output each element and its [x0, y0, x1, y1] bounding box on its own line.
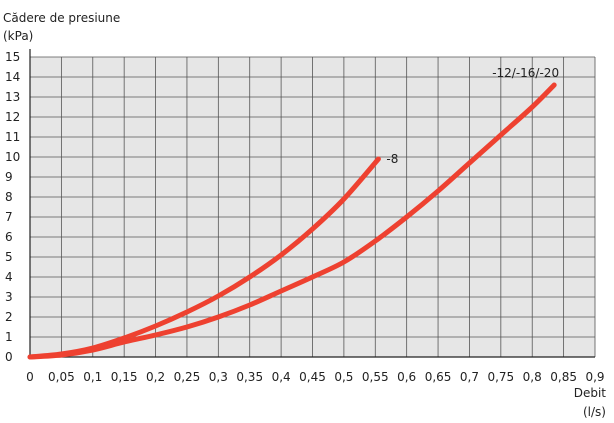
- series-labels: -8 -12/-16/-20: [386, 66, 559, 166]
- x-tick-label: 0,5: [334, 370, 353, 384]
- y-tick-label: 14: [5, 70, 20, 84]
- x-axis-label-line1: Debit: [574, 386, 607, 400]
- y-axis-label-line2: (kPa): [3, 29, 33, 43]
- x-tick-label: 0,7: [460, 370, 479, 384]
- x-tick-label: 0,15: [111, 370, 138, 384]
- series-label-1: -8: [386, 152, 398, 166]
- x-tick-label: 0,1: [83, 370, 102, 384]
- x-axis-label-line2: (l/s): [583, 405, 606, 419]
- y-tick-label: 3: [5, 290, 13, 304]
- y-tick-label: 0: [5, 350, 13, 364]
- series-label-2: -12/-16/-20: [492, 66, 559, 80]
- y-tick-label: 2: [5, 310, 13, 324]
- y-tick-label: 6: [5, 230, 13, 244]
- y-tick-label: 5: [5, 250, 13, 264]
- x-tick-label: 0,55: [362, 370, 389, 384]
- y-tick-label: 1: [5, 330, 13, 344]
- y-tick-label: 8: [5, 190, 13, 204]
- x-tick-label: 0,25: [174, 370, 201, 384]
- y-tick-label: 13: [5, 90, 20, 104]
- x-tick-label: 0,2: [146, 370, 165, 384]
- y-tick-label: 12: [5, 110, 20, 124]
- axes: [29, 49, 595, 358]
- x-tick-label: 0,65: [425, 370, 452, 384]
- y-tick-label: 7: [5, 210, 13, 224]
- series-layer: [27, 82, 557, 360]
- x-tick-label: 0,9: [585, 370, 604, 384]
- x-tick-label: 0,6: [397, 370, 416, 384]
- x-tick-label: 0,3: [209, 370, 228, 384]
- series-line-2: [27, 82, 557, 360]
- y-tick-label: 11: [5, 130, 20, 144]
- x-tick-labels: 0 0,05 0,1 0,15 0,2 0,25 0,3 0,35 0,4 0,45 0,5 0,55…: [26, 370, 604, 384]
- y-axis-label-line1: Cădere de presiune: [3, 11, 120, 25]
- y-tick-label: 9: [5, 170, 13, 184]
- x-tick-label: 0,8: [523, 370, 542, 384]
- y-tick-label: 15: [5, 50, 20, 64]
- y-tick-label: 4: [5, 270, 13, 284]
- x-tick-label: 0: [26, 370, 34, 384]
- y-tick-label: 10: [5, 150, 20, 164]
- x-tick-label: 0,05: [48, 370, 75, 384]
- x-tick-label: 0,35: [236, 370, 263, 384]
- x-tick-label: 0,45: [299, 370, 326, 384]
- x-tick-label: 0,4: [272, 370, 291, 384]
- x-tick-label: 0,85: [550, 370, 577, 384]
- x-tick-label: 0,75: [487, 370, 514, 384]
